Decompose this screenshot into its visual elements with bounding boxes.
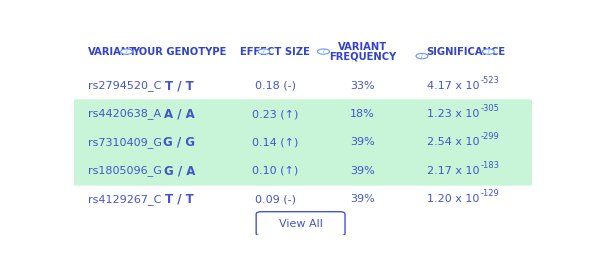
Text: 39%: 39% xyxy=(350,138,375,148)
Text: 2.17 x 10: 2.17 x 10 xyxy=(427,166,479,176)
Circle shape xyxy=(258,49,270,54)
Text: rs7310409_G: rs7310409_G xyxy=(87,137,161,148)
Text: i: i xyxy=(126,49,128,54)
Text: 39%: 39% xyxy=(350,166,375,176)
Text: rs2794520_C: rs2794520_C xyxy=(87,80,161,91)
Text: rs1805096_G: rs1805096_G xyxy=(87,166,161,176)
Text: T / T: T / T xyxy=(165,193,194,206)
FancyBboxPatch shape xyxy=(72,156,534,186)
Circle shape xyxy=(482,49,494,54)
Text: G / A: G / A xyxy=(164,164,195,177)
FancyBboxPatch shape xyxy=(72,99,534,129)
Text: 18%: 18% xyxy=(350,109,375,119)
Text: 4.17 x 10: 4.17 x 10 xyxy=(427,81,479,91)
Text: SIGNIFICANCE: SIGNIFICANCE xyxy=(427,47,506,56)
Text: 1.20 x 10: 1.20 x 10 xyxy=(427,194,479,204)
FancyBboxPatch shape xyxy=(72,128,534,157)
Text: FREQUENCY: FREQUENCY xyxy=(329,51,396,61)
Text: i: i xyxy=(488,49,489,54)
Text: YOUR GENOTYPE: YOUR GENOTYPE xyxy=(132,47,226,56)
FancyBboxPatch shape xyxy=(256,212,345,236)
Text: -523: -523 xyxy=(480,76,499,84)
Text: EFFECT SIZE: EFFECT SIZE xyxy=(241,47,310,56)
Text: -299: -299 xyxy=(480,133,499,142)
Text: VARIANT: VARIANT xyxy=(87,47,137,56)
Text: 33%: 33% xyxy=(350,81,375,91)
Circle shape xyxy=(317,49,329,54)
Text: rs4129267_C: rs4129267_C xyxy=(87,194,161,205)
Text: i: i xyxy=(421,54,423,59)
Text: 0.23 (↑): 0.23 (↑) xyxy=(252,109,298,119)
Text: 2.54 x 10: 2.54 x 10 xyxy=(427,138,479,148)
Text: -183: -183 xyxy=(480,161,499,170)
Text: T / T: T / T xyxy=(165,79,194,92)
Circle shape xyxy=(416,53,428,59)
Text: A / A: A / A xyxy=(164,107,194,120)
Text: i: i xyxy=(263,49,265,54)
Text: -129: -129 xyxy=(480,189,499,199)
Text: -305: -305 xyxy=(480,104,499,113)
Text: VARIANT: VARIANT xyxy=(338,42,387,52)
Text: View All: View All xyxy=(279,219,323,229)
Text: 39%: 39% xyxy=(350,194,375,204)
Text: 0.14 (↑): 0.14 (↑) xyxy=(252,138,298,148)
Text: 0.09 (-): 0.09 (-) xyxy=(255,194,296,204)
Text: rs4420638_A: rs4420638_A xyxy=(87,109,161,120)
Circle shape xyxy=(121,49,132,54)
Text: 1.23 x 10: 1.23 x 10 xyxy=(427,109,479,119)
Text: 0.10 (↑): 0.10 (↑) xyxy=(252,166,298,176)
Text: i: i xyxy=(323,49,324,54)
Text: 0.18 (-): 0.18 (-) xyxy=(255,81,296,91)
Text: G / G: G / G xyxy=(163,136,195,149)
